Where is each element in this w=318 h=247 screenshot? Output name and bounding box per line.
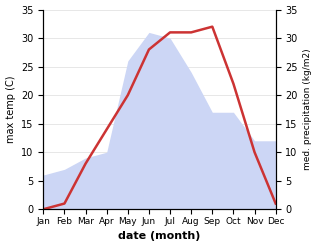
X-axis label: date (month): date (month) (118, 231, 201, 242)
Y-axis label: max temp (C): max temp (C) (5, 76, 16, 143)
Y-axis label: med. precipitation (kg/m2): med. precipitation (kg/m2) (303, 49, 313, 170)
